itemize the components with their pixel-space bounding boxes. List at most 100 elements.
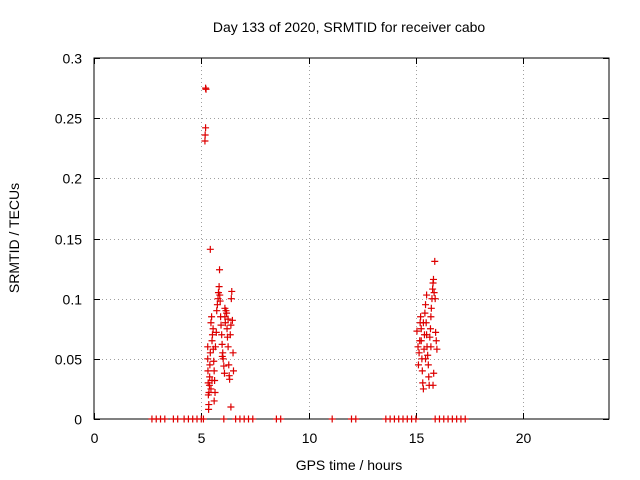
data-point xyxy=(208,376,216,384)
data-point xyxy=(328,415,336,423)
data-point xyxy=(224,315,232,323)
data-point xyxy=(427,304,435,312)
data-point xyxy=(417,325,425,333)
data-point xyxy=(432,337,440,345)
y-tick-label: 0.05 xyxy=(55,352,82,368)
data-point xyxy=(216,266,224,274)
data-point xyxy=(208,337,216,345)
data-point xyxy=(208,313,216,321)
data-point xyxy=(424,351,432,359)
data-point xyxy=(227,295,235,303)
y-tick-label: 0.2 xyxy=(63,171,83,187)
data-point xyxy=(205,389,213,397)
data-point xyxy=(201,131,209,139)
data-point xyxy=(208,331,216,339)
data-point xyxy=(422,301,430,309)
data-point xyxy=(418,367,426,375)
data-point xyxy=(417,337,425,345)
y-tick-label: 0.25 xyxy=(55,111,82,127)
data-point xyxy=(206,349,214,357)
grid xyxy=(94,58,609,419)
data-point xyxy=(210,397,218,405)
data-points xyxy=(148,84,469,423)
chart-title: Day 133 of 2020, SRMTID for receiver cab… xyxy=(213,19,486,35)
data-point xyxy=(216,291,224,299)
data-point xyxy=(225,361,233,369)
data-point xyxy=(430,369,438,377)
data-point xyxy=(228,316,236,324)
data-point xyxy=(218,331,226,339)
data-point xyxy=(202,124,210,132)
data-point xyxy=(210,367,218,375)
data-point xyxy=(415,349,423,357)
data-point xyxy=(220,362,228,370)
data-point xyxy=(229,367,237,375)
data-point xyxy=(352,415,360,423)
data-point xyxy=(221,319,229,327)
data-point xyxy=(421,309,429,317)
x-tick-label: 15 xyxy=(409,430,425,446)
data-point xyxy=(419,379,427,387)
plot-frame xyxy=(93,57,610,420)
data-point xyxy=(277,415,285,423)
data-point xyxy=(426,333,434,341)
data-point xyxy=(212,328,220,336)
data-point xyxy=(427,313,435,321)
data-point xyxy=(431,295,439,303)
data-point xyxy=(417,313,425,321)
y-axis-label: SRMTID / TECUs xyxy=(6,183,22,293)
data-point xyxy=(422,355,430,363)
data-point xyxy=(430,289,438,297)
y-tick-label: 0.3 xyxy=(63,51,83,67)
data-point xyxy=(201,137,209,145)
data-point xyxy=(209,325,217,333)
data-point xyxy=(207,385,215,393)
data-point xyxy=(419,319,427,327)
data-point xyxy=(426,325,434,333)
data-point xyxy=(204,343,212,351)
data-point xyxy=(206,373,214,381)
data-point xyxy=(229,349,237,357)
x-tick-label: 10 xyxy=(302,430,318,446)
data-point xyxy=(213,307,221,315)
x-axis-label: GPS time / hours xyxy=(296,457,403,473)
data-point xyxy=(429,381,437,389)
data-point xyxy=(204,367,212,375)
data-point xyxy=(221,304,229,312)
data-point xyxy=(432,328,440,336)
data-point xyxy=(414,361,422,369)
data-point xyxy=(216,297,224,305)
data-point xyxy=(161,415,169,423)
data-point xyxy=(217,321,225,329)
data-point xyxy=(220,415,228,423)
data-point xyxy=(431,257,439,265)
data-point xyxy=(429,275,437,283)
data-point xyxy=(215,283,223,291)
data-point xyxy=(228,287,236,295)
data-point xyxy=(213,301,221,309)
data-point xyxy=(218,352,226,360)
x-tick-label: 5 xyxy=(198,430,206,446)
data-point xyxy=(414,343,422,351)
data-point xyxy=(207,319,215,327)
data-point xyxy=(206,245,214,253)
data-point xyxy=(425,373,433,381)
data-point xyxy=(227,321,235,329)
data-point xyxy=(199,415,207,423)
data-point xyxy=(205,405,213,413)
data-point xyxy=(210,357,218,365)
data-point xyxy=(423,291,431,299)
data-point xyxy=(211,343,219,351)
axis-ticks: 0 5 10 15 20 0 0.05 0.1 0.15 0.2 0.25 0.3 xyxy=(55,51,609,446)
data-point xyxy=(226,375,234,383)
y-tick-label: 0 xyxy=(74,412,82,428)
data-point xyxy=(224,343,232,351)
data-point xyxy=(424,361,432,369)
data-point xyxy=(211,389,219,397)
data-point xyxy=(174,415,182,423)
x-tick-label: 20 xyxy=(516,430,532,446)
data-point xyxy=(218,340,226,348)
data-point xyxy=(223,325,231,333)
data-point xyxy=(226,331,234,339)
